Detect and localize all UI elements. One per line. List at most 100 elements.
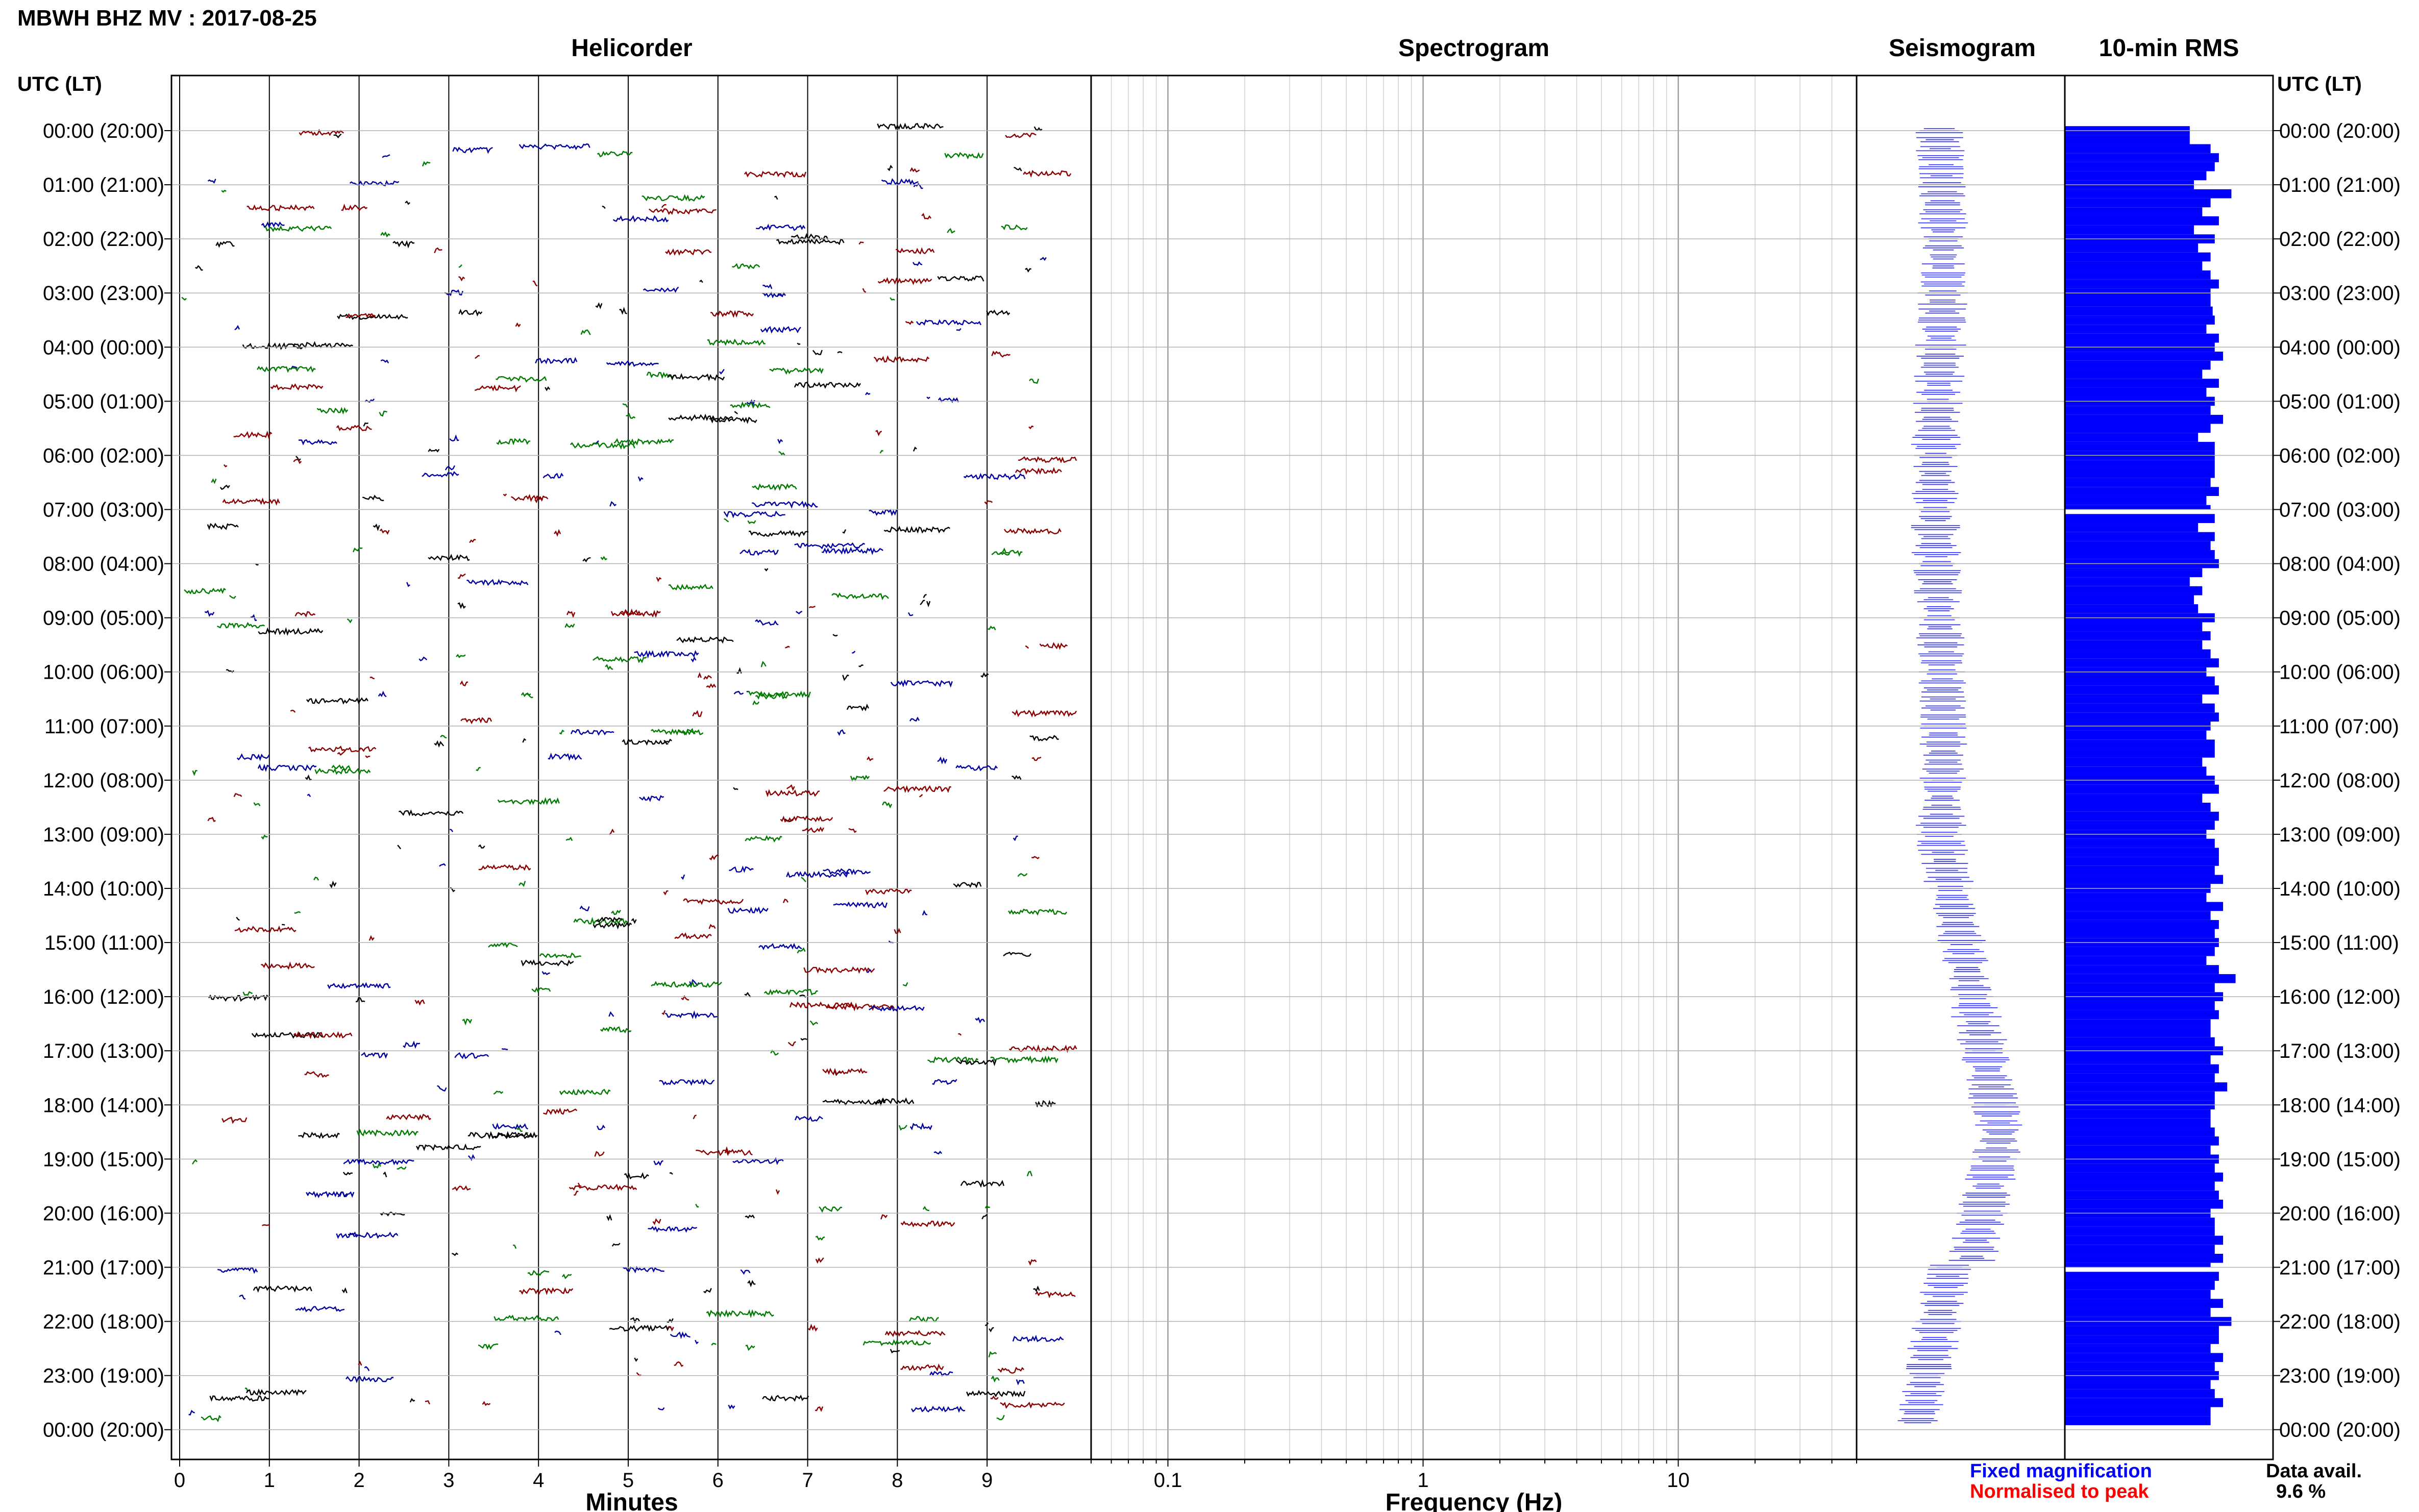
rms-bar (2065, 1335, 2219, 1344)
rms-bar (2065, 658, 2219, 667)
helicorder-trace-segment (525, 693, 533, 699)
rms-bar (2065, 1218, 2215, 1227)
helicorder-trace-segment (405, 201, 410, 205)
rms-bar (2065, 703, 2215, 713)
helicorder-trace-segment (379, 528, 390, 535)
helicorder-trace-segment (681, 995, 689, 1001)
helicorder-trace-segment (570, 441, 635, 450)
helicorder-trace-segment (478, 844, 485, 849)
helicorder-trace-segment (966, 1390, 1026, 1398)
minute-tick-label: 5 (623, 1469, 634, 1492)
helicorder-trace-segment (1018, 456, 1077, 463)
helicorder-trace-segment (610, 610, 661, 618)
helicorder-trace-segment (765, 789, 820, 798)
helicorder-trace-segment (996, 1415, 1005, 1421)
rms-bar (2065, 1245, 2215, 1254)
helicorder-trace-segment (314, 767, 371, 776)
rms-bar (2065, 1181, 2215, 1191)
rms-bar (2065, 514, 2215, 523)
rms-bar (2065, 586, 2203, 596)
helicorder-trace-segment (545, 386, 551, 391)
helicorder-trace-segment (535, 357, 578, 364)
helicorder-trace-segment (1023, 169, 1072, 178)
helicorder-trace-segment (597, 151, 633, 158)
helicorder-trace-segment (201, 1415, 221, 1423)
helicorder-trace-segment (873, 355, 930, 363)
helicorder-trace-segment (727, 906, 769, 914)
hour-label-left: 18:00 (14:00) (43, 1094, 164, 1117)
helicorder-trace-segment (521, 959, 574, 967)
helicorder-trace-segment (869, 1005, 925, 1012)
helicorder-trace-segment (181, 296, 187, 301)
rms-bar (2065, 1416, 2211, 1425)
hour-label-left: 11:00 (07:00) (44, 715, 164, 738)
helicorder-trace-segment (858, 241, 864, 245)
helicorder-trace-segment (608, 1011, 614, 1017)
helicorder-trace-segment (409, 1398, 415, 1403)
helicorder-trace-segment (188, 1409, 195, 1416)
rms-bar (2065, 162, 2215, 171)
helicorder-trace-segment (758, 943, 802, 951)
helicorder-trace-segment (709, 416, 757, 424)
rms-bar (2065, 1127, 2215, 1137)
helicorder-trace-segment (760, 661, 767, 667)
helicorder-trace-segment (980, 672, 989, 678)
legend-normalised-to-peak: Normalised to peak (1970, 1481, 2149, 1502)
helicorder-trace-segment (865, 888, 912, 896)
station-title: MBWH BHZ MV : 2017-08-25 (17, 6, 317, 31)
helicorder-trace-segment (573, 916, 628, 926)
helicorder-trace-segment (787, 1041, 796, 1047)
rms-bar (2065, 144, 2211, 154)
helicorder-trace-segment (1028, 425, 1034, 430)
helicorder-trace-segment (923, 1206, 930, 1211)
helicorder-trace-segment (425, 1400, 430, 1405)
helicorder-trace-segment (466, 579, 529, 586)
helicorder-trace-segment (991, 1375, 1000, 1383)
helicorder-trace-segment (336, 1231, 399, 1239)
helicorder-trace-segment (467, 1131, 533, 1139)
rms-bar (2065, 406, 2211, 415)
hour-labels: 00:00 (20:00) 00:00 (20:00) 01:00 (21:00) 0… (43, 120, 2401, 1442)
helicorder-trace-segment (208, 994, 269, 1002)
helicorder-trace-segment (649, 208, 717, 215)
helicorder-trace-segment (362, 494, 384, 502)
rms-bar (2065, 523, 2199, 532)
helicorder-trace-segment (397, 1166, 407, 1170)
helicorder-trace-segment (306, 1191, 355, 1198)
helicorder-trace-segment (1025, 645, 1029, 649)
rms-bar (2065, 243, 2199, 253)
helicorder-trace-segment (337, 313, 408, 320)
helicorder-trace-segment (221, 1117, 248, 1124)
hour-label-right: 07:00 (03:00) (2279, 499, 2401, 521)
helicorder-trace-segment (728, 1404, 735, 1410)
helicorder-trace-segment (786, 784, 795, 791)
rms-bar (2065, 505, 2211, 510)
helicorder-trace-segment (865, 392, 871, 395)
helicorder-trace-segment (253, 1285, 312, 1293)
rms-bar (2065, 360, 2211, 370)
frequency-tick-label: 1 (1417, 1469, 1428, 1492)
helicorder-trace-segment (522, 738, 527, 743)
helicorder-trace-segment (460, 717, 492, 725)
rms-bar (2065, 1199, 2224, 1209)
helicorder-trace-segment (842, 674, 849, 681)
helicorder-trace-segment (695, 1204, 699, 1208)
helicorder-trace-segment (451, 1252, 459, 1256)
helicorder-trace-segment (416, 1143, 481, 1152)
helicorder-trace-segment (902, 982, 908, 987)
helicorder-trace-segment (991, 350, 1010, 358)
helicorder-trace-segment (808, 605, 816, 609)
helicorder-trace-segment (696, 1149, 753, 1156)
hour-label-left: 10:00 (06:00) (43, 661, 164, 684)
helicorder-trace-segment (626, 413, 636, 419)
helicorder-trace-segment (988, 1351, 997, 1358)
helicorder-trace-segment (748, 530, 809, 538)
rms-bar (2065, 1145, 2211, 1155)
helicorder-trace-segment (554, 1330, 562, 1335)
hour-label-right: 15:00 (11:00) (2279, 932, 2399, 954)
helicorder-trace-segment (746, 399, 755, 407)
helicorder-trace-segment (764, 568, 769, 572)
helicorder-trace-segment (434, 740, 445, 748)
helicorder-trace-segment (831, 592, 889, 601)
rms-bar (2065, 1010, 2219, 1020)
